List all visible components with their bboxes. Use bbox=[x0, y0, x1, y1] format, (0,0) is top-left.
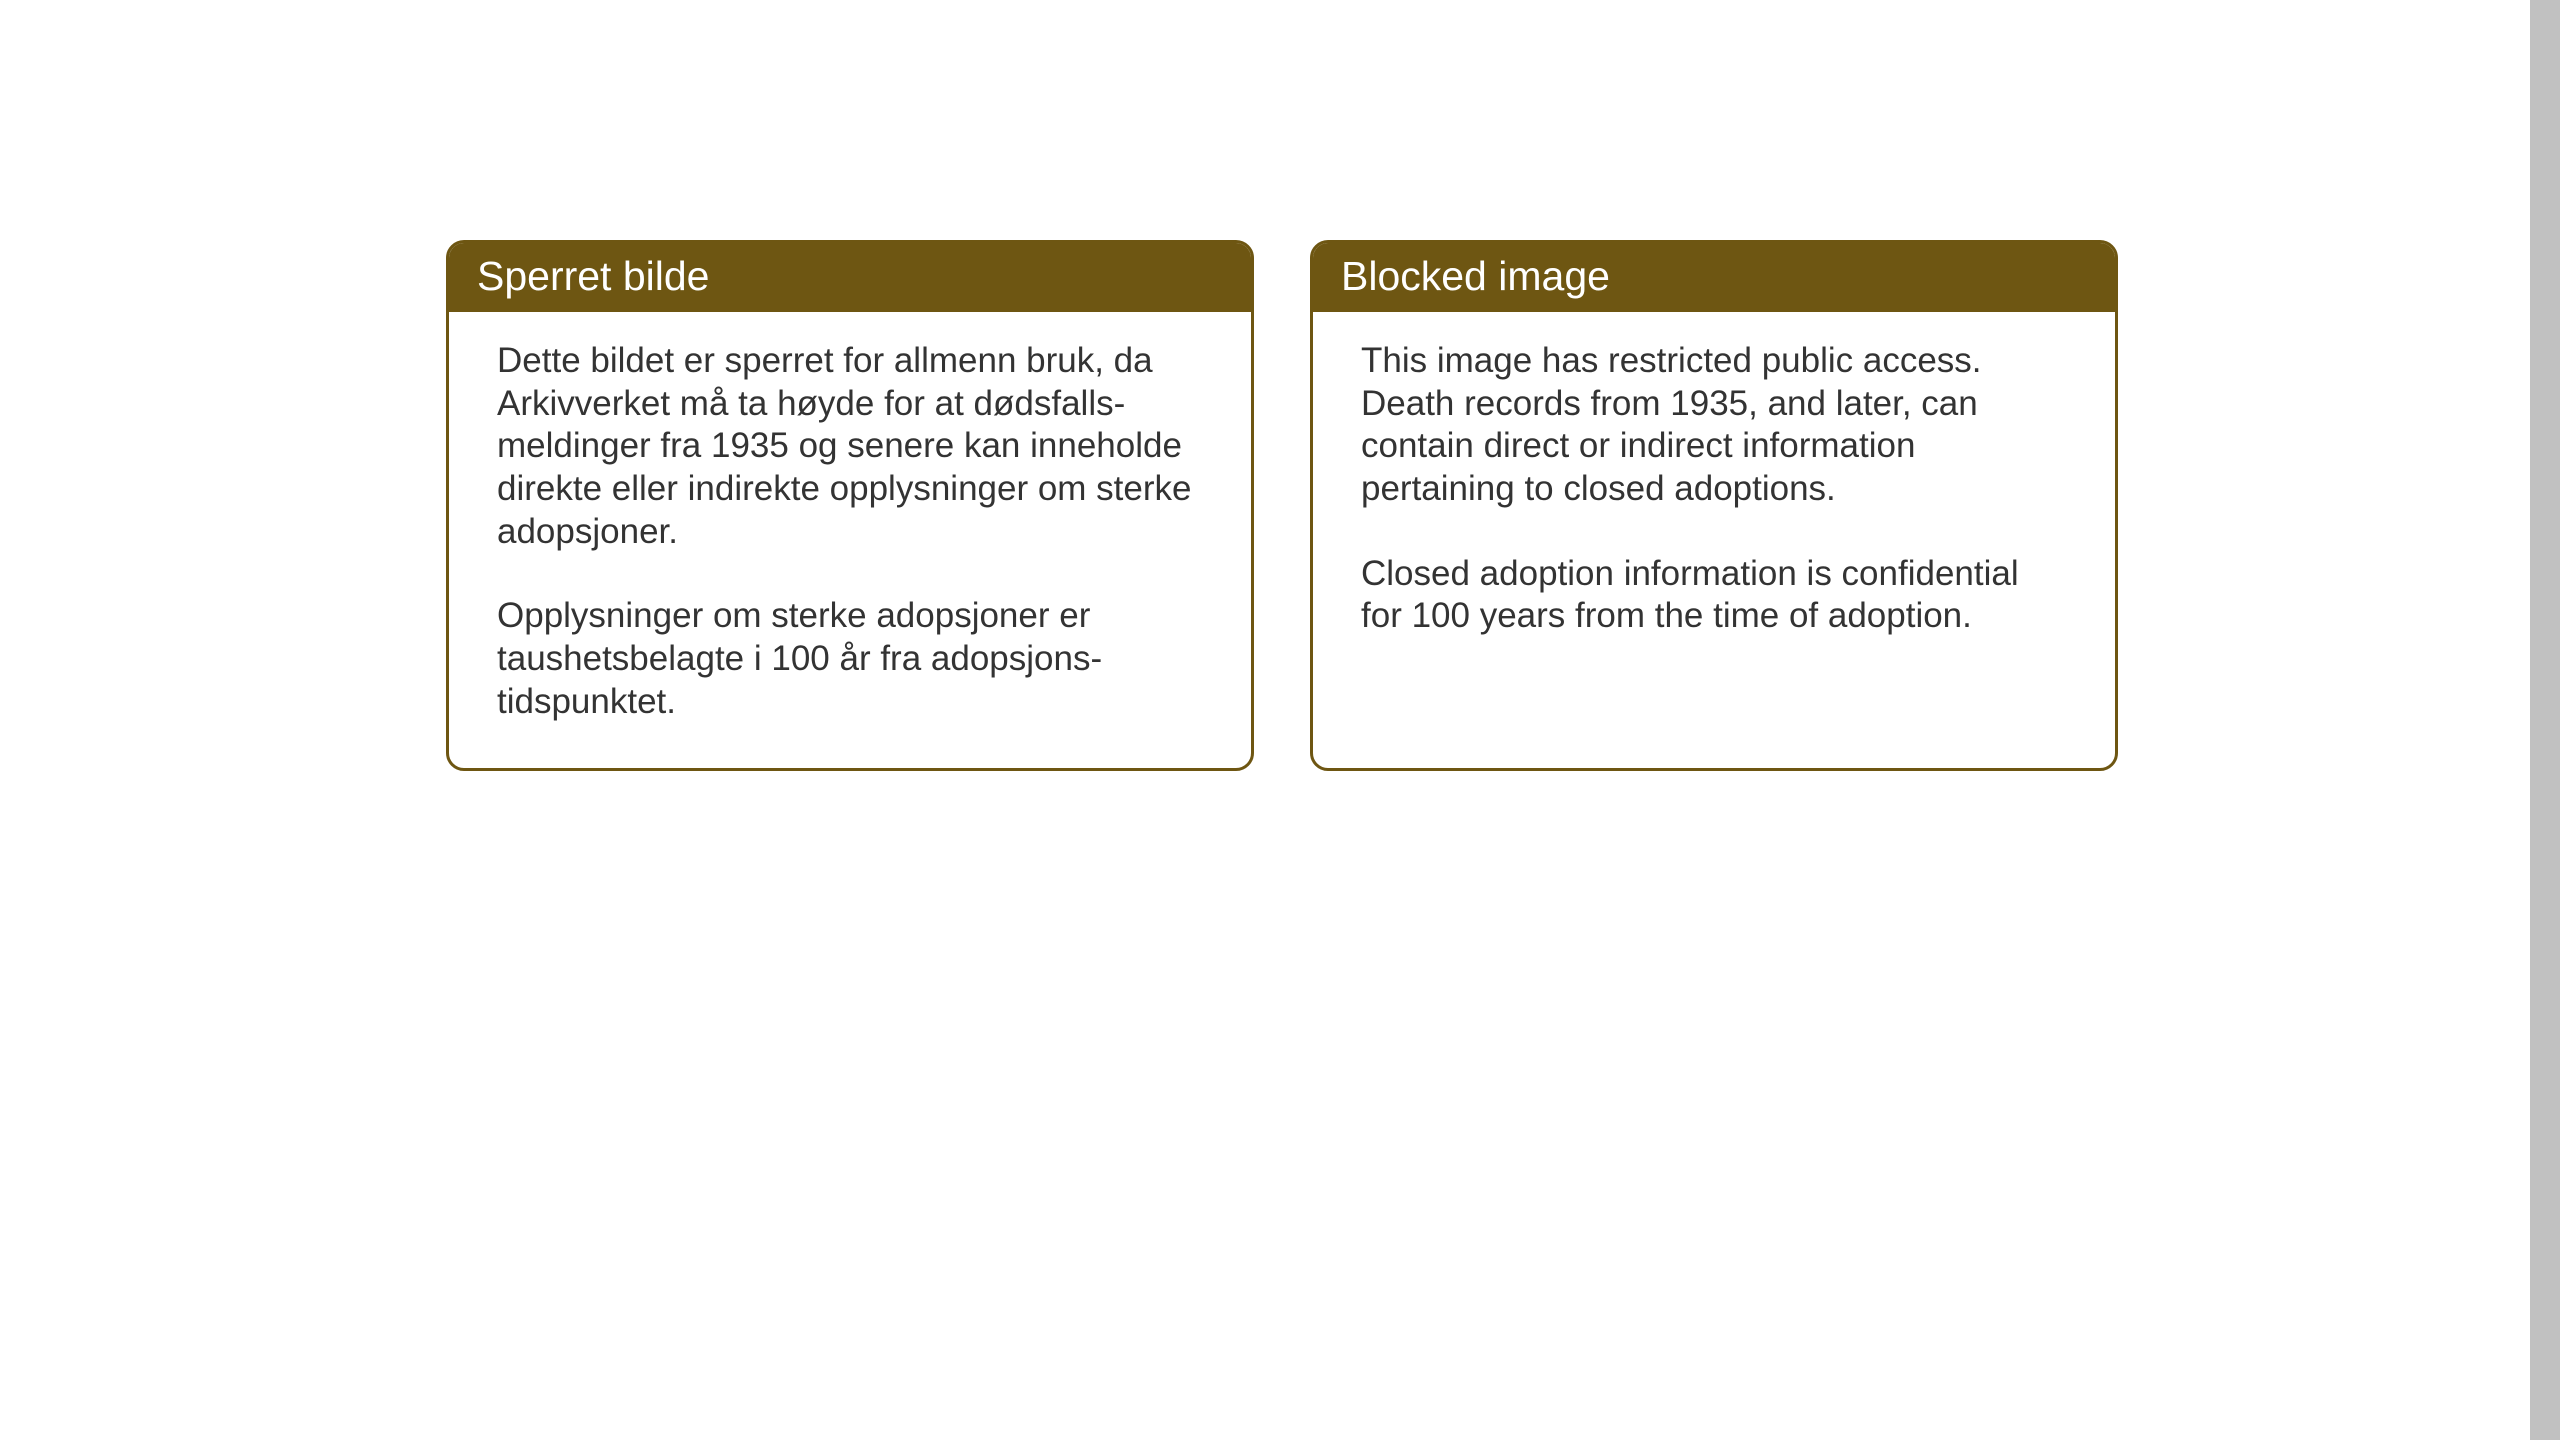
scrollbar-thumb[interactable] bbox=[2530, 0, 2560, 1440]
english-paragraph-2: Closed adoption information is confident… bbox=[1361, 553, 2067, 638]
english-card-title: Blocked image bbox=[1313, 243, 2115, 312]
norwegian-paragraph-1: Dette bildet er sperret for allmenn bruk… bbox=[497, 340, 1203, 553]
norwegian-card-body: Dette bildet er sperret for allmenn bruk… bbox=[449, 312, 1251, 768]
norwegian-notice-card: Sperret bilde Dette bildet er sperret fo… bbox=[446, 240, 1254, 771]
scrollbar-track bbox=[2530, 0, 2560, 1440]
english-notice-card: Blocked image This image has restricted … bbox=[1310, 240, 2118, 771]
norwegian-card-title: Sperret bilde bbox=[449, 243, 1251, 312]
notice-container: Sperret bilde Dette bildet er sperret fo… bbox=[446, 240, 2118, 771]
english-card-body: This image has restricted public access.… bbox=[1313, 312, 2115, 682]
norwegian-paragraph-2: Opplysninger om sterke adopsjoner er tau… bbox=[497, 595, 1203, 723]
english-paragraph-1: This image has restricted public access.… bbox=[1361, 340, 2067, 511]
